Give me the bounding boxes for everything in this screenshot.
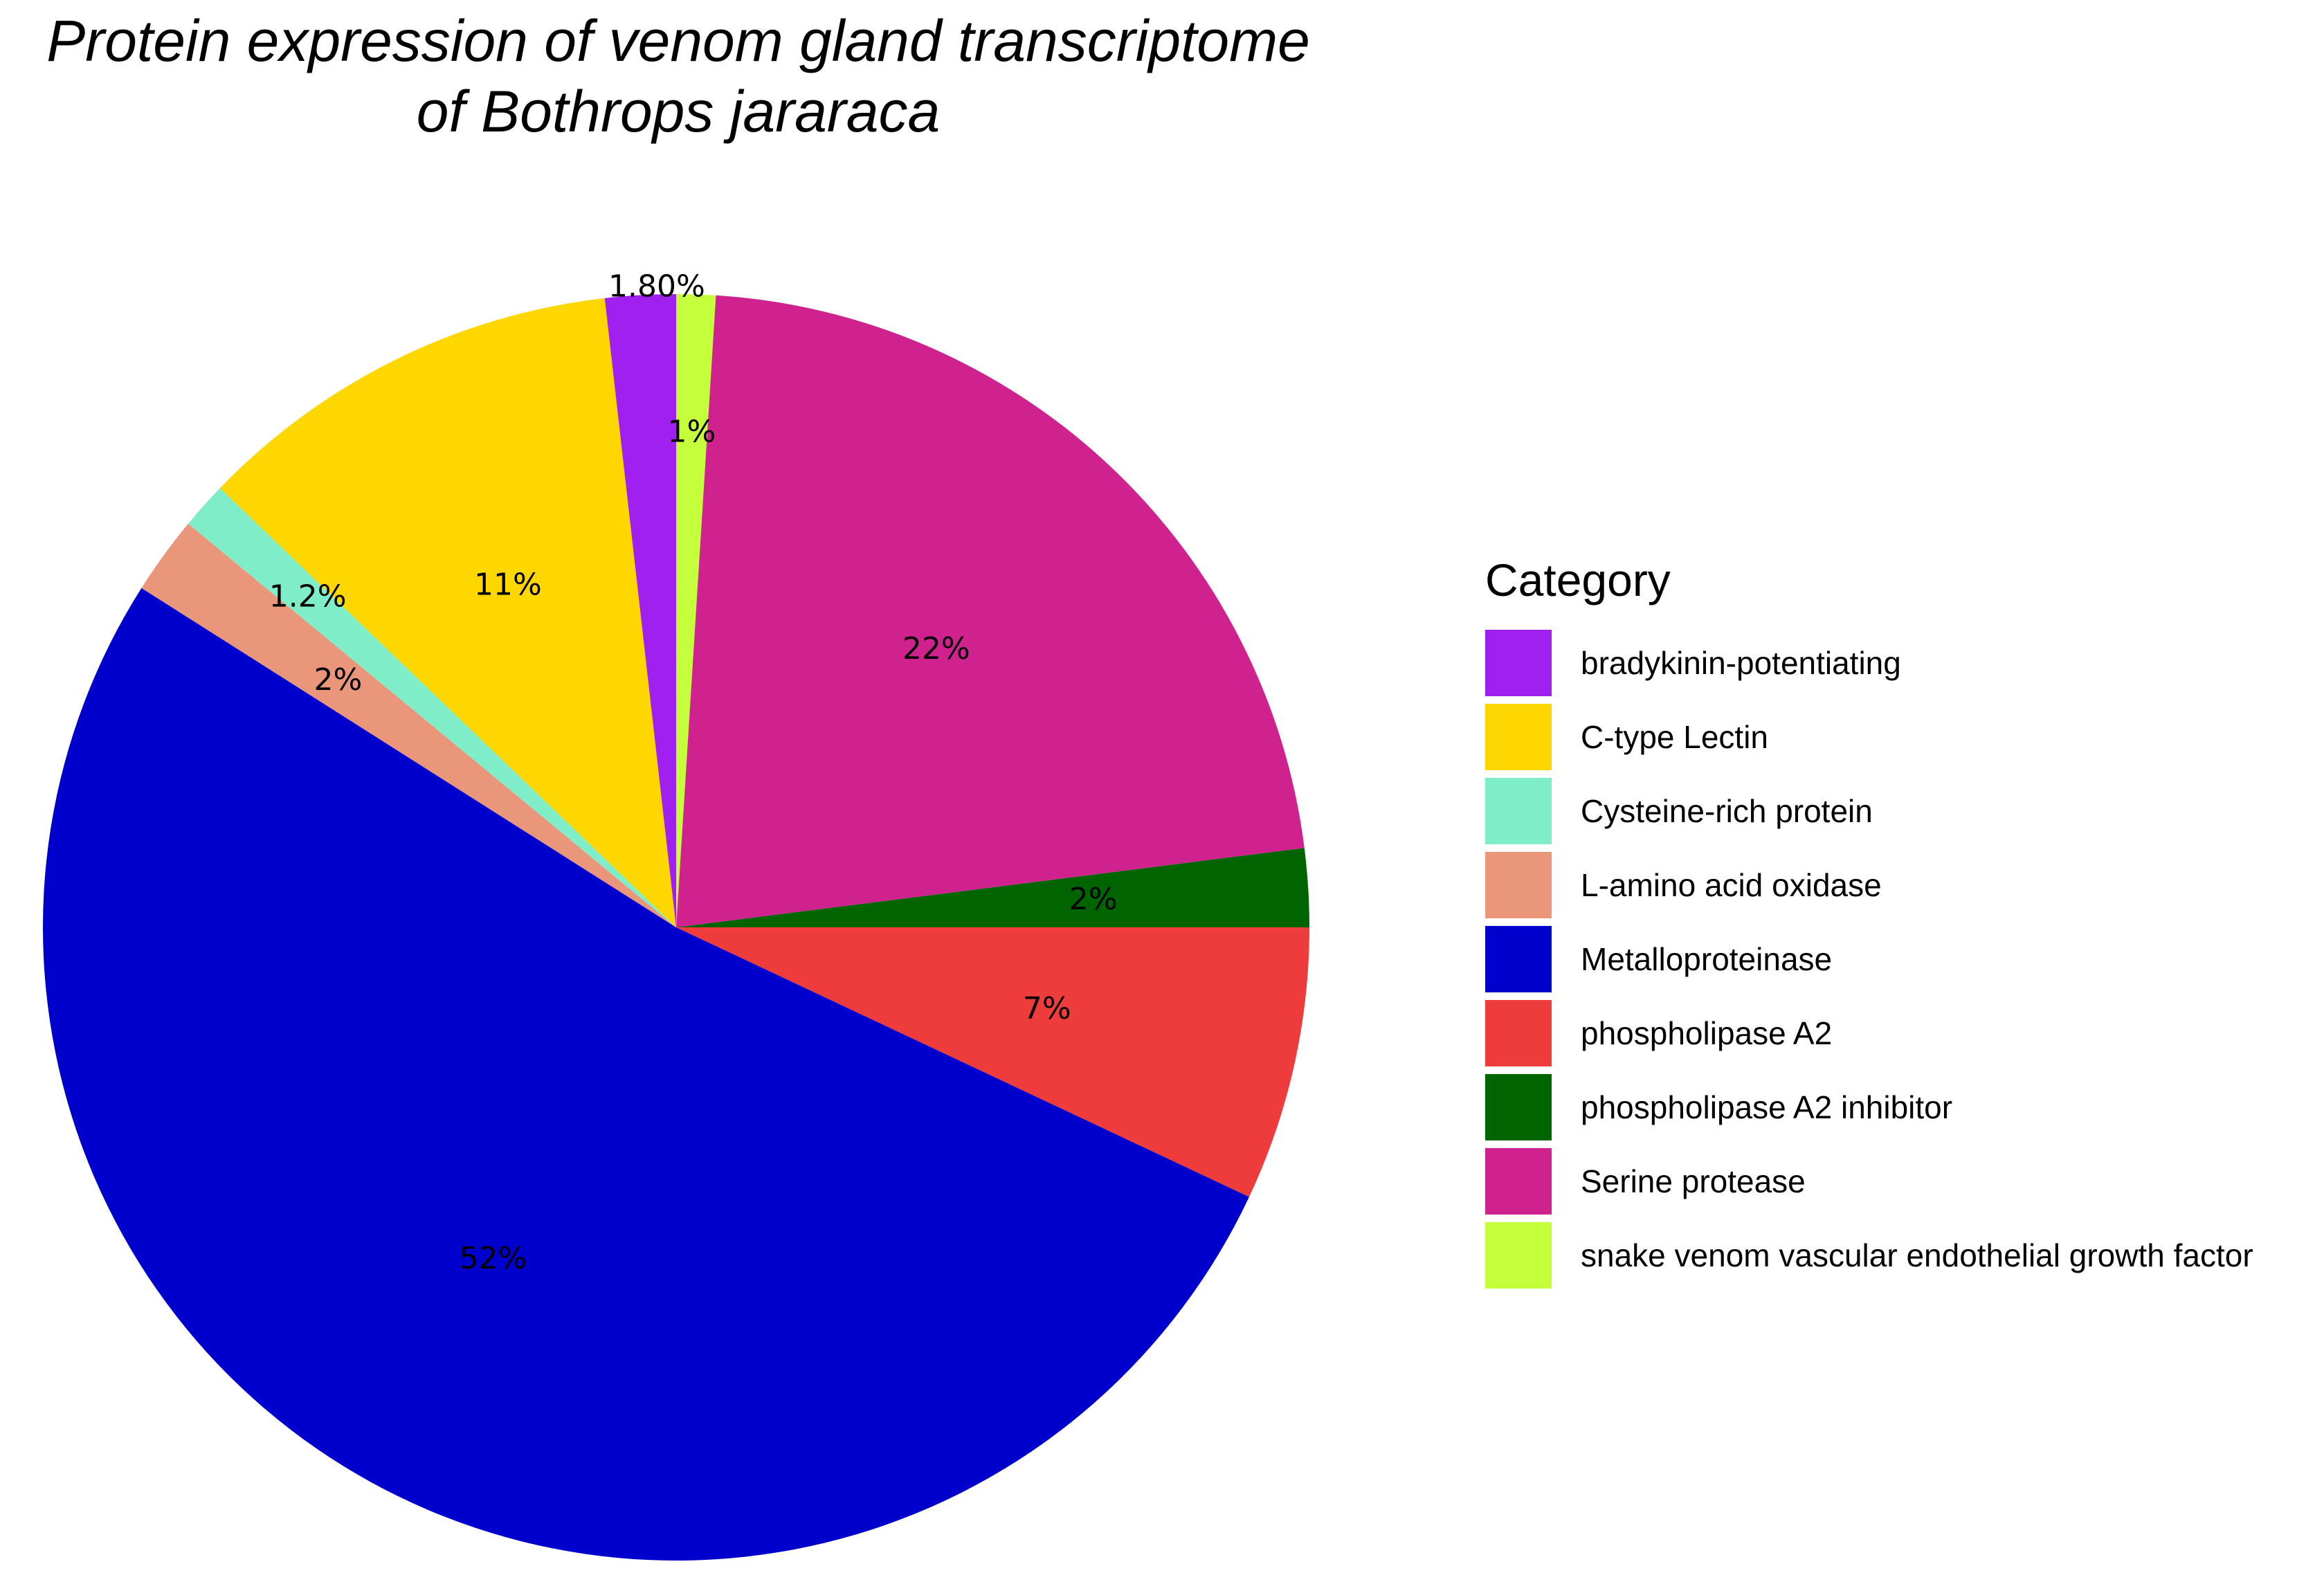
pie-slice-l-amino-acid-oxidase xyxy=(141,523,676,927)
slice-label-metalloproteinase: 52% xyxy=(460,1241,527,1276)
legend-item-serine-protease: Serine protease xyxy=(1485,1144,2253,1218)
legend-label: L-amino acid oxidase xyxy=(1581,866,1882,903)
slice-label-serine-protease: 22% xyxy=(902,631,970,666)
legend-swatch xyxy=(1485,1073,1552,1140)
legend-item-c-type-lectin: C-type Lectin xyxy=(1485,700,2253,774)
legend-label: phospholipase A2 inhibitor xyxy=(1581,1089,1953,1125)
pie-slice-cysteine-rich-protein xyxy=(188,488,677,927)
chart-title-line-2: of Bothrops jararaca xyxy=(416,79,941,144)
chart-title-line-1: Protein expression of venom gland transc… xyxy=(46,8,1310,73)
pie-slice-phospholipase-a2 xyxy=(676,927,1309,1197)
pie-slice-serine-protease xyxy=(676,295,1305,927)
legend-label: bradykinin-potentiating xyxy=(1581,644,1901,681)
legend-item-bradykinin-potentiating: bradykinin-potentiating xyxy=(1485,626,2253,700)
legend-swatch xyxy=(1485,999,1552,1066)
chart-title: Protein expression of venom gland transc… xyxy=(0,6,1356,147)
legend-label: Metalloproteinase xyxy=(1581,940,1833,977)
legend-label: snake venom vascular endothelial growth … xyxy=(1581,1237,2253,1273)
legend-label: Serine protease xyxy=(1581,1163,1806,1199)
pie-slice-c-type-lectin xyxy=(219,298,676,927)
legend-title: Category xyxy=(1485,554,1671,606)
legend-swatch xyxy=(1485,925,1552,992)
slice-label-l-amino-acid-oxidase: 2% xyxy=(314,662,363,698)
pie-slice-metalloproteinase xyxy=(42,588,1249,1561)
slice-label-cysteine-rich-protein: 1.2% xyxy=(269,579,347,615)
legend-item-phospholipase-a2: phospholipase A2 xyxy=(1485,996,2253,1070)
slice-label-phospholipase-a2: 7% xyxy=(1023,991,1071,1026)
legend-label: phospholipase A2 xyxy=(1581,1015,1833,1051)
legend-label: Cysteine-rich protein xyxy=(1581,792,1873,829)
slice-label-snake-venom-vascular-endothelial-growth-factor: 1% xyxy=(668,415,716,450)
legend-swatch xyxy=(1485,703,1552,770)
legend-item-l-amino-acid-oxidase: L-amino acid oxidase xyxy=(1485,848,2253,922)
legend-swatch xyxy=(1485,777,1552,844)
legend: Category bradykinin-potentiating C-type L… xyxy=(1485,554,2253,1292)
legend-swatch xyxy=(1485,629,1552,696)
legend-swatch xyxy=(1485,1147,1552,1215)
slice-label-phospholipase-a2-inhibitor: 2% xyxy=(1069,882,1118,917)
legend-items: bradykinin-potentiating C-type Lectin Cyst… xyxy=(1485,626,2253,1292)
legend-item-cysteine-rich-protein: Cysteine-rich protein xyxy=(1485,774,2253,848)
legend-label: C-type Lectin xyxy=(1581,718,1769,755)
pie-slice-bradykinin-potentiating xyxy=(604,294,676,927)
slice-label-c-type-lectin: 11% xyxy=(474,567,542,603)
legend-item-phospholipase-a2-inhibitor: phospholipase A2 inhibitor xyxy=(1485,1070,2253,1144)
legend-item-snake-venom-vascular-endothelial-growth-factor: snake venom vascular endothelial growth … xyxy=(1485,1218,2253,1292)
legend-item-metalloproteinase: Metalloproteinase xyxy=(1485,922,2253,996)
slice-label-bradykinin-potentiating: 1.80% xyxy=(608,269,705,304)
pie-slice-snake-venom-vascular-endothelial-growth-factor xyxy=(676,294,716,927)
legend-swatch xyxy=(1485,1221,1552,1289)
legend-swatch xyxy=(1485,851,1552,918)
pie-slice-phospholipase-a2-inhibitor xyxy=(676,848,1309,927)
